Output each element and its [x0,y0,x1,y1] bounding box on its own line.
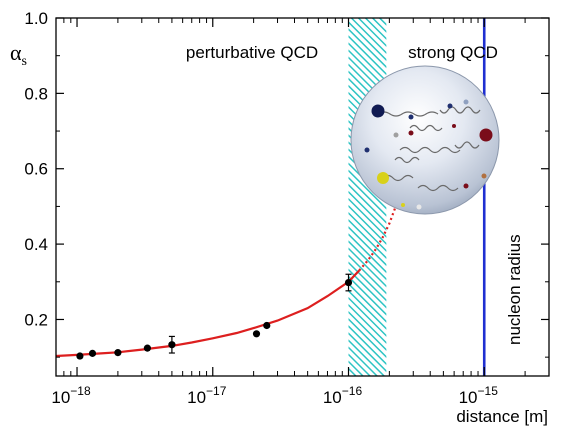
nucleon-radius-label: nucleon radius [505,234,524,345]
data-point-1 [88,349,97,357]
data-point-2 [114,349,122,357]
alpha-s-curve [55,269,360,358]
y-axis-label: αs [10,40,27,69]
data-point-3 [143,344,152,352]
x-tick-label-2: 10−16 [323,384,363,407]
data-point-6 [263,321,271,330]
y-tick-label-2: 0.6 [24,160,48,179]
data-point-4 [168,341,176,349]
y-tick-label-0: 0.2 [24,310,48,329]
y-tick-label-3: 0.8 [24,84,48,103]
x-tick-label-1: 10−17 [187,384,227,407]
x-tick-label-3: 10−15 [459,384,499,407]
alpha-s-curve-extrapolation [358,207,397,272]
y-tick-label-1: 0.4 [24,235,48,254]
data-points [76,273,353,360]
plot-frame [55,17,550,377]
region-label-perturbative: perturbative QCD [186,43,318,62]
data-point-7 [344,278,353,287]
data-point-0 [76,352,84,360]
region-label-strong: strong QCD [408,43,498,62]
x-tick-label-0: 10−18 [51,384,91,407]
axis-ticks: 0.2 0.4 0.6 0.8 1.0 10−18 10−17 10−16 10−15 [24,9,549,407]
proton-illustration [350,65,500,215]
x-axis-label: distance [m] [456,407,548,426]
data-point-5 [252,330,261,338]
y-tick-label-4: 1.0 [24,9,48,28]
